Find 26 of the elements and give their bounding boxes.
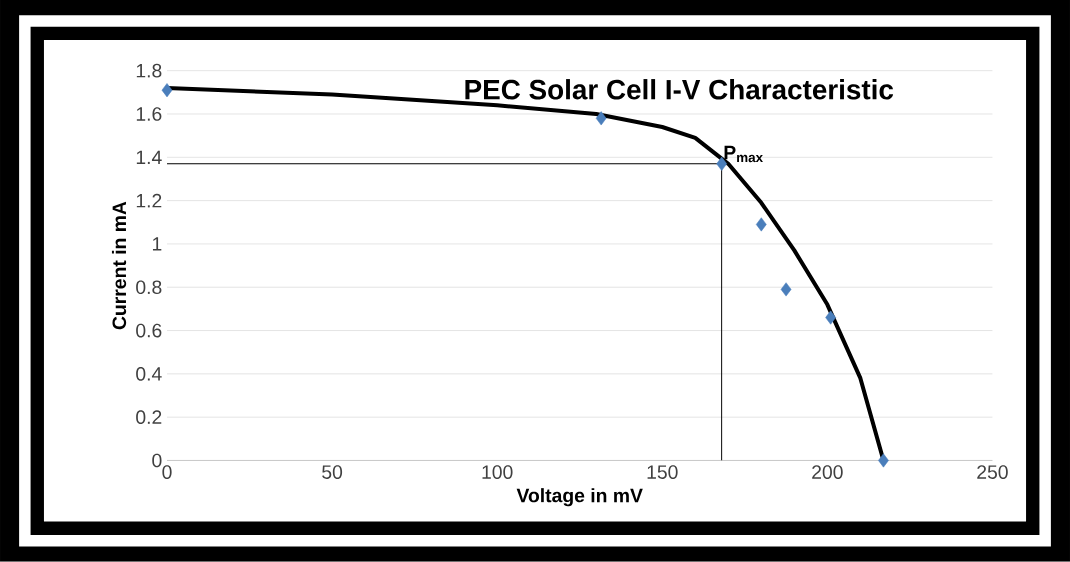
y-tick-label: 1.6 [136,107,162,121]
annotation: P$_{max}$ [724,145,763,163]
point [878,453,889,468]
y-tick-label: 0.2 [136,410,162,425]
point [595,111,607,126]
x-tick-label: 0 [162,465,172,480]
x-tick-label: 100 [482,465,513,480]
x-tick-label: 250 [977,465,1008,480]
y-tick-label: 1 [152,237,162,251]
y-tick-label: 0.4 [136,367,162,381]
y-tick-label: 0 [152,453,162,468]
x-tick-label: 200 [812,465,843,480]
y-tick-label: 1.8 [136,63,162,78]
x-tick-label: 50 [322,465,343,480]
point [780,282,792,297]
x-axis-title: Voltage in mV [516,488,643,507]
x-tick-label: 150 [647,465,678,480]
y-axis-title: Current in mA [111,201,127,330]
y-tick-label: 1.4 [136,150,162,165]
y-tick-label: 0.6 [136,323,162,338]
y-tick-label: 0.8 [136,280,162,295]
point [825,310,836,325]
point [756,217,767,232]
y-tick-label: 1.2 [136,193,162,208]
chart-title: PEC Solar Cell I-V Characteristic [465,79,894,100]
point [161,83,173,98]
